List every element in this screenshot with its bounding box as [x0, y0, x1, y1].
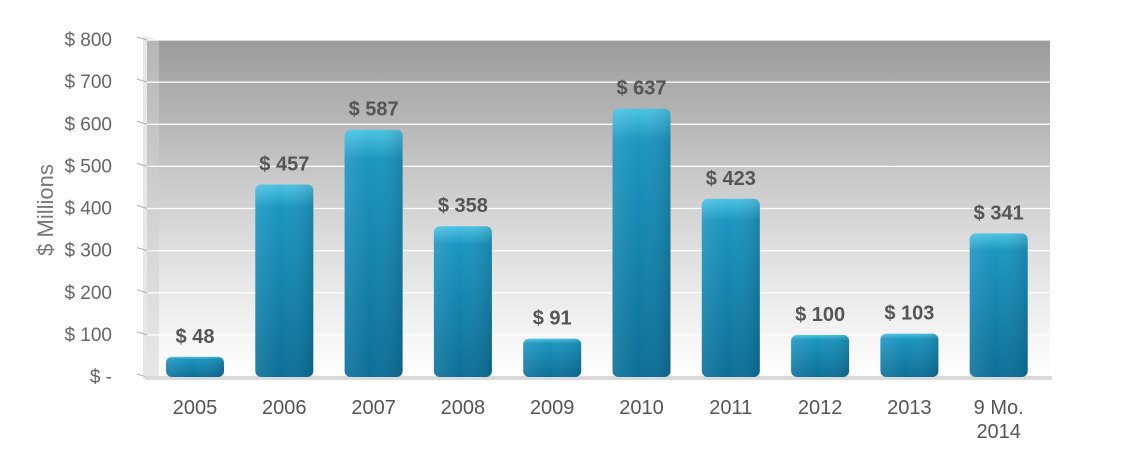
bar-shine — [612, 108, 671, 377]
bars — [166, 108, 1028, 377]
y-tick-label: $ 500 — [64, 156, 112, 177]
y-tick-mark — [136, 120, 148, 125]
y-tick-mark — [136, 162, 148, 167]
x-tick-label: 2005 — [173, 397, 218, 419]
data-label: $ 91 — [533, 308, 572, 330]
x-tick-label: 2006 — [262, 397, 307, 419]
data-label: $ 103 — [884, 303, 934, 325]
chart-floor — [145, 376, 1052, 380]
y-tick-mark — [136, 205, 148, 209]
x-tick-label: 2013 — [887, 397, 932, 419]
x-tick-label: 2008 — [441, 397, 486, 419]
data-label: $ 341 — [974, 202, 1024, 224]
data-label: $ 637 — [616, 78, 666, 100]
data-label: $ 587 — [349, 99, 399, 121]
bar-shine — [523, 338, 582, 377]
y-axis-title: $ Millions — [33, 164, 58, 256]
y-tick-label: $ 300 — [64, 241, 112, 262]
y-tick-label: $ 400 — [64, 199, 112, 220]
bar-shine — [969, 233, 1028, 377]
y-tick-label: $ 200 — [64, 283, 112, 304]
x-tick-label: 2011 — [709, 397, 752, 419]
y-tick-mark — [136, 36, 148, 41]
y-tick-label: $ - — [90, 367, 112, 388]
data-label: $ 358 — [438, 195, 488, 217]
data-labels: $ 48 $ 457 $ 587 $ 358 $ 91 $ 637 $ 423 $ 100 $ … — [176, 78, 1024, 348]
y-tick-mark — [136, 247, 148, 252]
bar-shine — [344, 129, 403, 377]
x-axis-labels: 2005 2006 2007 2008 2009 2010 2011 2012 2013 9 Mo… — [173, 397, 1024, 443]
x-tick-label: 2007 — [351, 397, 396, 419]
data-label: $ 100 — [795, 304, 845, 326]
bar-shine — [701, 198, 760, 377]
x-tick-label: 9 Mo. — [974, 397, 1024, 419]
y-tick-label: $ 800 — [64, 30, 112, 51]
x-tick-label: 2012 — [798, 397, 843, 419]
bar-shine — [166, 356, 224, 377]
y-axis-ticks: $ - $ 100 $ 200 $ 300 $ 400 $ 500 $ 600 $ 700 $ … — [64, 30, 112, 388]
y-tick-mark — [136, 78, 148, 83]
x-tick-label: 2009 — [530, 397, 575, 419]
bar-shine — [791, 334, 850, 377]
x-tick-label: 2014 — [976, 421, 1021, 443]
y-tick-label: $ 100 — [64, 325, 112, 346]
y-tick-label: $ 700 — [64, 72, 112, 93]
data-label: $ 423 — [706, 168, 756, 190]
bar-shine — [880, 333, 939, 377]
y-tick-mark — [136, 289, 148, 294]
data-label: $ 457 — [259, 153, 309, 175]
x-tick-label: 2010 — [619, 397, 664, 419]
bar-shine — [433, 226, 492, 377]
bar-shine — [255, 184, 314, 377]
y-tick-label: $ 600 — [64, 114, 112, 135]
y-tick-mark — [136, 331, 148, 336]
data-label: $ 48 — [176, 326, 215, 348]
